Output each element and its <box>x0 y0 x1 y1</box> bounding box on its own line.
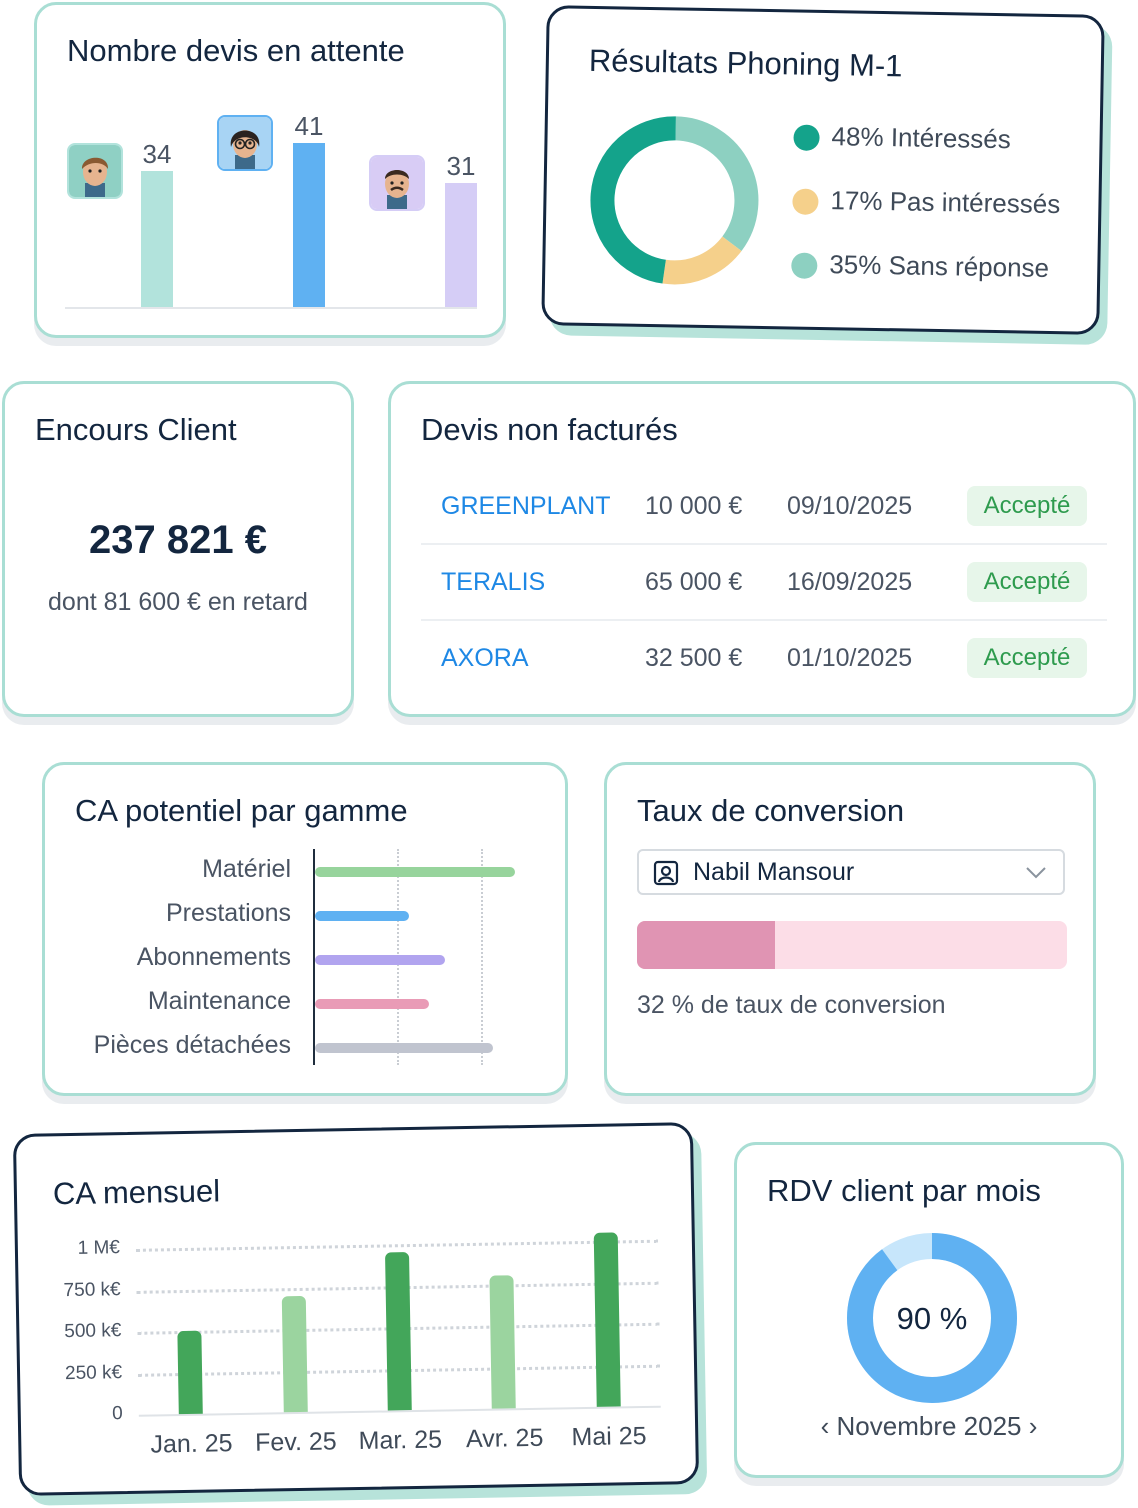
devis-non-factures-card: Devis non facturés GREENPLANT 10 000 € 09/… <box>388 381 1136 717</box>
grid-line <box>481 849 483 1065</box>
legend-dot <box>793 124 820 151</box>
rdv-title: RDV client par mois <box>767 1173 1041 1208</box>
avatar-girl-glasses-icon <box>217 115 273 171</box>
gamme-bar <box>315 955 445 965</box>
devis-bar <box>141 171 173 307</box>
x-tick-label: Mai 25 <box>571 1421 647 1452</box>
x-tick-label: Avr. 25 <box>465 1423 544 1454</box>
category-label: Matériel <box>202 855 291 883</box>
grid-line <box>135 1239 658 1252</box>
devis-bar <box>445 183 477 307</box>
devis-date: 16/09/2025 <box>787 568 913 596</box>
x-tick-label: Jan. 25 <box>150 1429 233 1459</box>
y-axis-line <box>313 849 315 1065</box>
ca-gamme-card: CA potentiel par gamme Matériel Prestatio… <box>42 762 568 1096</box>
phoning-title: Résultats Phoning M-1 <box>588 42 903 84</box>
category-label: Abonnements <box>136 943 291 971</box>
status-badge: Accepté <box>967 486 1087 526</box>
conversion-progress-track <box>637 921 1067 969</box>
devis-bar-label: 31 <box>446 151 476 181</box>
y-tick-label: 500 k€ <box>64 1320 122 1343</box>
chevron-down-icon <box>1026 867 1046 879</box>
devis-bar-label: 34 <box>142 139 172 169</box>
conversion-progress-fill <box>637 921 775 969</box>
y-tick-label: 750 k€ <box>63 1278 121 1301</box>
row-divider <box>421 619 1107 621</box>
devis-amount: 32 500 € <box>645 644 743 672</box>
status-badge: Accepté <box>967 562 1087 602</box>
client-link[interactable]: AXORA <box>441 644 529 672</box>
rdv-donut <box>847 1233 1017 1403</box>
rdv-donut-fill <box>847 1233 1017 1403</box>
month-selector: ‹ Novembre 2025 › <box>737 1411 1121 1442</box>
avatar-boy-icon <box>67 143 123 199</box>
conversion-text: 32 % de taux de conversion <box>637 991 946 1019</box>
gamme-bar <box>315 1043 493 1053</box>
devis-date: 09/10/2025 <box>787 492 913 520</box>
y-tick-label: 1 M€ <box>77 1237 121 1259</box>
devis-bar <box>293 143 325 307</box>
chevron-right-icon[interactable]: › <box>1028 1411 1038 1441</box>
commercial-select[interactable]: Nabil Mansour <box>637 849 1065 895</box>
legend-label: 35% Sans réponse <box>829 249 1050 283</box>
devis-attente-baseline <box>65 307 477 309</box>
devis-amount: 10 000 € <box>645 492 743 520</box>
commercial-select-value: Nabil Mansour <box>693 858 855 886</box>
month-label: Novembre 2025 <box>836 1411 1022 1441</box>
y-tick-label: 250 k€ <box>64 1361 123 1384</box>
legend-dot <box>791 252 818 279</box>
legend-label: 17% Pas intéressés <box>830 185 1061 220</box>
devis-date: 01/10/2025 <box>787 644 913 672</box>
status-badge: Accepté <box>967 638 1087 678</box>
gamme-bar <box>315 999 429 1009</box>
category-label: Maintenance <box>147 987 291 1015</box>
phoning-legend: 48% Intéressés 17% Pas intéressés 35% Sans… <box>550 8 1102 283</box>
devis-attente-card: Nombre devis en attente 34 41 31 <box>34 2 506 338</box>
phoning-slice <box>662 236 742 285</box>
encours-amount: 237 821 € <box>89 518 267 562</box>
y-tick-label: 0 <box>112 1403 123 1425</box>
encours-title: Encours Client <box>35 412 237 447</box>
gamme-bar <box>315 911 409 921</box>
mensuel-bar <box>385 1252 412 1411</box>
avatar-man-mustache-icon <box>369 155 425 211</box>
phoning-slice <box>590 116 676 284</box>
encours-sub: dont 81 600 € en retard <box>48 588 308 616</box>
legend-dot <box>792 188 819 215</box>
rdv-card: RDV client par mois 90 % ‹ Novembre 2025… <box>734 1142 1124 1478</box>
chevron-left-icon[interactable]: ‹ <box>820 1411 830 1441</box>
devis-non-factures-title: Devis non facturés <box>421 412 678 447</box>
ca-mensuel-card: CA mensuel 0 250 k€ 500 k€ 750 k€ 1 M€ Jan. 2… <box>12 1122 700 1496</box>
client-link[interactable]: TERALIS <box>441 568 546 596</box>
x-tick-label: Mar. 25 <box>358 1425 443 1455</box>
legend-label: 48% Intéressés <box>831 121 1012 155</box>
client-link[interactable]: GREENPLANT <box>441 492 611 520</box>
conversion-card: Taux de conversion Nabil Mansour 32 % de… <box>604 762 1096 1096</box>
ca-gamme-title: CA potentiel par gamme <box>75 793 408 828</box>
ca-mensuel-chart: 0 250 k€ 500 k€ 750 k€ 1 M€ Jan. 25 Fev. 25 Mar… <box>16 1125 690 1459</box>
devis-bar-label: 41 <box>294 111 324 141</box>
devis-amount: 65 000 € <box>645 568 743 596</box>
phoning-donut <box>590 116 759 285</box>
devis-attente-title: Nombre devis en attente <box>67 33 405 68</box>
row-divider <box>421 543 1107 545</box>
mensuel-bar <box>281 1295 308 1413</box>
phoning-card: Résultats Phoning M-1 48% Intéressés 17% … <box>541 5 1105 335</box>
x-tick-label: Fev. 25 <box>254 1427 337 1457</box>
conversion-title: Taux de conversion <box>637 793 905 828</box>
contact-card-icon <box>653 860 679 886</box>
mensuel-bar <box>593 1232 621 1407</box>
encours-card: Encours Client 237 821 € dont 81 600 € e… <box>2 381 354 717</box>
category-label: Prestations <box>165 899 291 927</box>
category-label: Pièces détachées <box>93 1031 291 1059</box>
ca-mensuel-title: CA mensuel <box>52 1173 221 1212</box>
mensuel-bar <box>177 1330 203 1415</box>
rdv-value: 90 % <box>896 1301 968 1336</box>
gamme-bar <box>315 867 515 877</box>
mensuel-bar <box>489 1275 517 1409</box>
phoning-slice <box>675 116 759 251</box>
